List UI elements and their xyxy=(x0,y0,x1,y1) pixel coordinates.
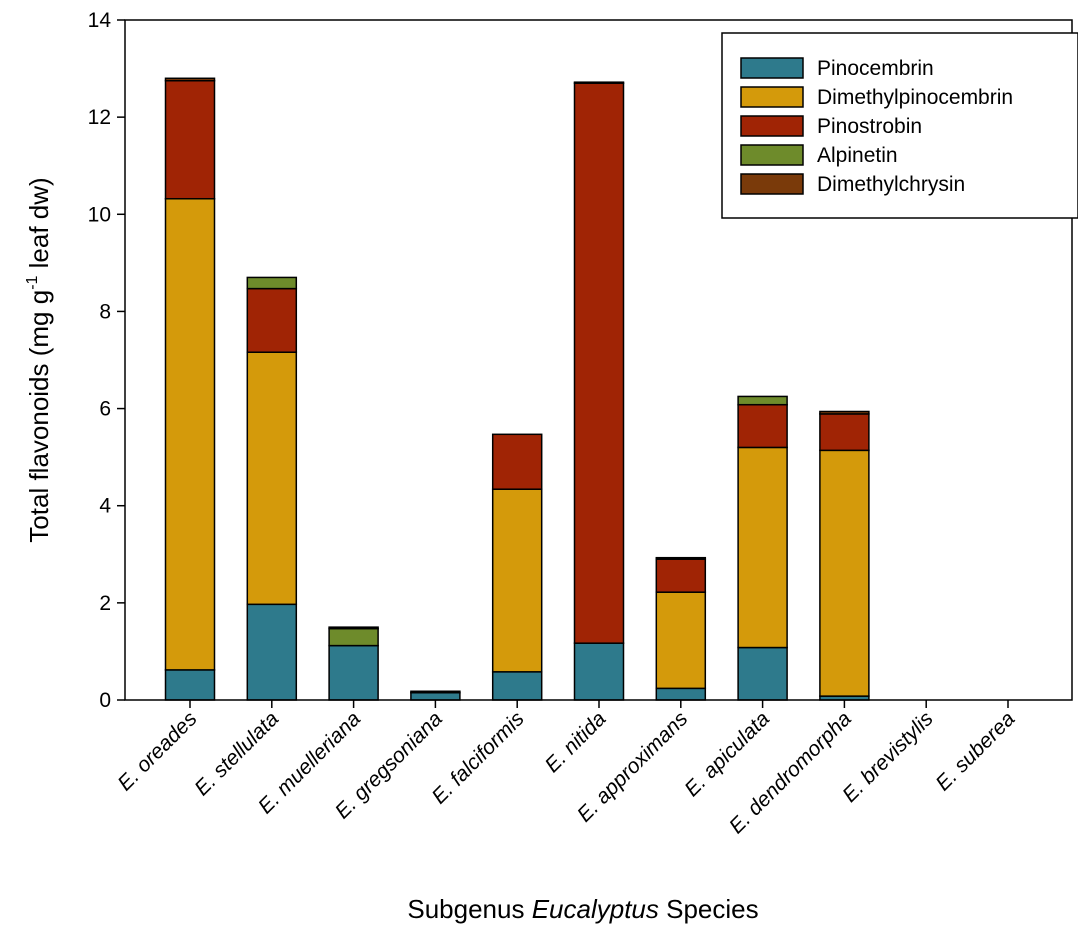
y-tick-label: 12 xyxy=(88,106,111,129)
x-tick-label-e-suberea: E. suberea xyxy=(931,707,1019,795)
y-axis-title: Total flavonoids (mg g-1 leaf dw) xyxy=(24,177,54,542)
legend-label-pinostrobin: Pinostrobin xyxy=(817,115,922,138)
bar-e-apiculata-pinocembrin xyxy=(737,646,788,701)
y-tick-label: 14 xyxy=(88,9,112,32)
bar-e-muelleriana-dimethylchrysin xyxy=(328,626,379,630)
y-tick-label: 0 xyxy=(99,689,111,712)
bar-e-approximans-pinostrobin xyxy=(655,558,707,593)
bar-e-dendromorpha-dimethylchrysin xyxy=(819,410,870,415)
legend-swatch-pinostrobin xyxy=(740,115,804,137)
x-tick-label-e-oreades: E. oreades xyxy=(113,707,201,795)
y-tick-label: 10 xyxy=(88,203,111,226)
bar-e-apiculata-pinostrobin xyxy=(737,403,788,449)
y-tick-label: 8 xyxy=(99,300,111,323)
bar-e-nitida-dimethylchrysin xyxy=(573,81,625,84)
bar-e-apiculata-dimethylpinocembrin xyxy=(737,446,788,649)
bar-e-stellulata-pinostrobin xyxy=(246,287,298,353)
bar-e-nitida-pinocembrin xyxy=(573,642,625,701)
bar-e-oreades-pinostrobin xyxy=(164,79,216,200)
y-tick-label: 6 xyxy=(99,398,111,421)
bar-e-muelleriana-alpinetin xyxy=(328,627,379,647)
legend-swatch-pinocembrin xyxy=(740,57,804,79)
legend-swatch-dimethylpinocembrin xyxy=(740,86,804,108)
bar-e-falciformis-dimethylpinocembrin xyxy=(491,488,543,673)
x-axis-title-suffix: Species xyxy=(659,894,759,924)
y-tick-label: 4 xyxy=(99,495,111,518)
bar-e-oreades-dimethylpinocembrin xyxy=(164,197,216,671)
x-axis-title: Subgenus Eucalyptus Species xyxy=(407,894,758,924)
bar-e-muelleriana-pinocembrin xyxy=(328,644,379,701)
bar-e-approximans-dimethylchrysin xyxy=(655,556,707,560)
bar-e-dendromorpha-dimethylpinocembrin xyxy=(819,449,870,697)
y-axis-title-suffix: leaf dw) xyxy=(24,177,54,275)
bar-e-stellulata-dimethylpinocembrin xyxy=(246,351,298,606)
bar-e-oreades-dimethylchrysin xyxy=(164,77,216,82)
legend-label-alpinetin: Alpinetin xyxy=(817,144,898,167)
x-tick-label-e-nitida: E. nitida xyxy=(541,707,611,777)
bar-e-falciformis-pinostrobin xyxy=(491,433,543,490)
y-tick-label: 2 xyxy=(99,592,111,615)
bar-e-gregsoniana-dimethylchrysin xyxy=(410,690,461,694)
bar-e-approximans-pinocembrin xyxy=(655,687,707,701)
bar-e-gregsoniana-pinocembrin xyxy=(410,691,461,701)
y-axis-title-sup: -1 xyxy=(24,275,41,289)
bar-e-falciformis-pinocembrin xyxy=(491,671,543,701)
bars-layer xyxy=(164,77,870,701)
bar-e-stellulata-pinocembrin xyxy=(246,603,298,701)
legend-label-pinocembrin: Pinocembrin xyxy=(817,57,934,80)
legend-swatch-alpinetin xyxy=(740,144,804,166)
bar-e-stellulata-alpinetin xyxy=(246,276,298,290)
bar-e-apiculata-alpinetin xyxy=(737,395,788,406)
bar-e-dendromorpha-pinostrobin xyxy=(819,413,870,452)
y-axis-title-prefix: Total flavonoids (mg g xyxy=(24,290,54,543)
bar-e-nitida-pinostrobin xyxy=(573,82,625,644)
legend-swatch-dimethylchrysin xyxy=(740,173,804,195)
bar-e-approximans-dimethylpinocembrin xyxy=(655,591,707,690)
x-axis-title-italic: Eucalyptus xyxy=(532,894,659,924)
legend-label-dimethylchrysin: Dimethylchrysin xyxy=(817,173,965,196)
legend: Pinocembrin Dimethylpinocembrin Pinostrobi… xyxy=(721,32,1078,219)
legend-label-dimethylpinocembrin: Dimethylpinocembrin xyxy=(817,86,1013,109)
x-axis-title-prefix: Subgenus xyxy=(407,894,531,924)
bar-e-oreades-pinocembrin xyxy=(164,669,216,701)
